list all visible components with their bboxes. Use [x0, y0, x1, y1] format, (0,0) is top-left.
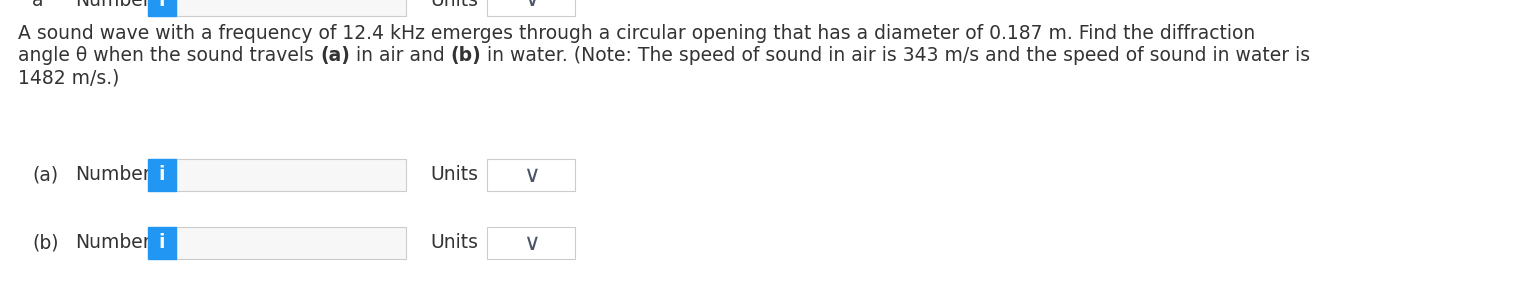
Text: (a): (a) [32, 166, 58, 185]
FancyBboxPatch shape [488, 159, 575, 191]
Text: angle θ when the sound travels: angle θ when the sound travels [18, 46, 319, 65]
Text: ∨: ∨ [522, 0, 539, 12]
Text: i: i [159, 166, 165, 185]
Text: (a): (a) [319, 46, 350, 65]
Text: i: i [159, 0, 165, 9]
FancyBboxPatch shape [148, 159, 176, 191]
Text: 1482 m/s.): 1482 m/s.) [18, 68, 120, 87]
Text: Number: Number [76, 233, 150, 252]
Text: ∨: ∨ [522, 232, 539, 255]
FancyBboxPatch shape [488, 227, 575, 259]
Text: ∨: ∨ [522, 163, 539, 186]
Text: Units: Units [430, 166, 478, 185]
Text: Number: Number [76, 166, 150, 185]
FancyBboxPatch shape [176, 159, 406, 191]
Text: (b): (b) [451, 46, 481, 65]
FancyBboxPatch shape [148, 0, 176, 16]
FancyBboxPatch shape [148, 227, 176, 259]
Text: i: i [159, 233, 165, 252]
FancyBboxPatch shape [176, 227, 406, 259]
Text: a: a [32, 0, 44, 9]
FancyBboxPatch shape [176, 0, 406, 16]
Text: in water. (Note: The speed of sound in air is 343 m/s and the speed of sound in : in water. (Note: The speed of sound in a… [481, 46, 1311, 65]
Text: (b): (b) [32, 233, 59, 252]
Text: in air and: in air and [350, 46, 451, 65]
Text: Units: Units [430, 0, 478, 9]
FancyBboxPatch shape [488, 0, 575, 16]
Text: Units: Units [430, 233, 478, 252]
Text: A sound wave with a frequency of 12.4 kHz emerges through a circular opening tha: A sound wave with a frequency of 12.4 kH… [18, 24, 1255, 43]
Text: Number: Number [76, 0, 150, 9]
